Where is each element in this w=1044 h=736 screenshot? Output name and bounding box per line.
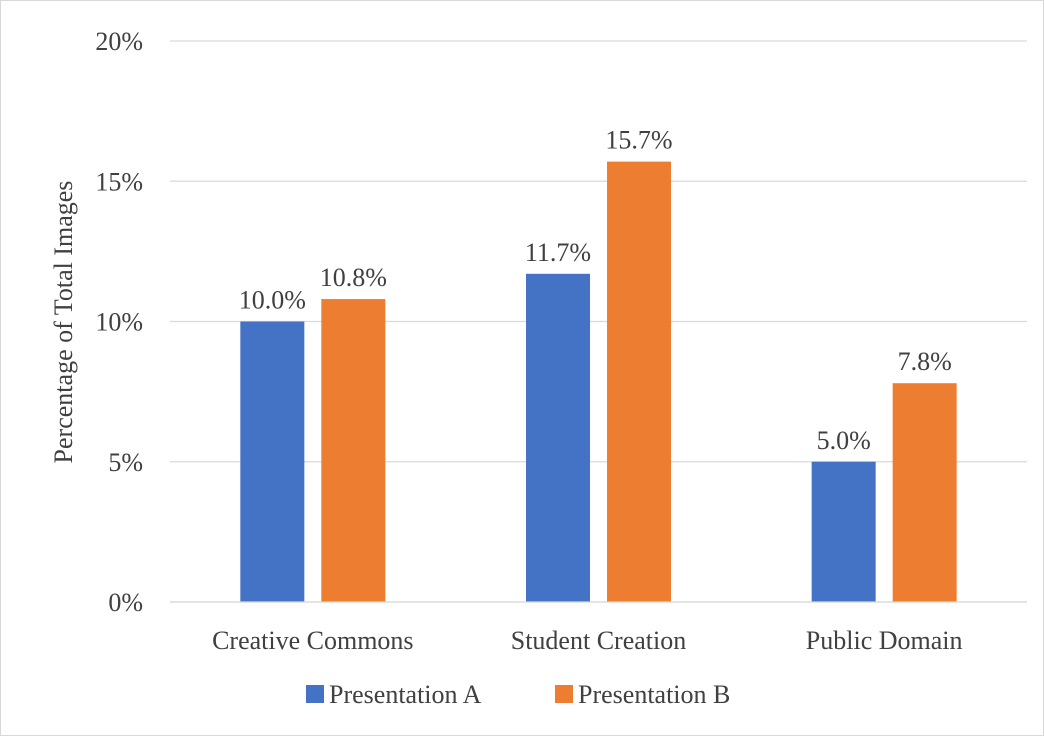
y-tick-label: 20% (95, 27, 143, 56)
data-label: 10.8% (320, 263, 387, 292)
bar (811, 461, 876, 602)
legend-swatch (306, 685, 324, 703)
x-tick-label: Public Domain (806, 626, 963, 655)
x-tick-label: Creative Commons (212, 626, 413, 655)
y-axis-title: Percentage of Total Images (49, 181, 78, 464)
legend-label: Presentation B (578, 680, 730, 709)
bar (526, 273, 590, 602)
bar (240, 321, 305, 602)
data-label: 11.7% (525, 238, 591, 267)
y-tick-label: 10% (95, 308, 143, 337)
bar (607, 161, 671, 603)
bar (321, 299, 386, 602)
data-label: 15.7% (605, 126, 672, 155)
y-tick-label: 5% (108, 448, 143, 477)
legend-label: Presentation A (329, 680, 482, 709)
data-label: 10.0% (239, 286, 306, 315)
data-label: 5.0% (817, 426, 871, 455)
bar (892, 383, 957, 602)
legend-swatch (555, 685, 573, 703)
y-tick-label: 0% (108, 588, 143, 617)
data-label: 7.8% (898, 347, 952, 376)
x-tick-label: Student Creation (511, 626, 686, 655)
y-tick-label: 15% (95, 167, 143, 196)
